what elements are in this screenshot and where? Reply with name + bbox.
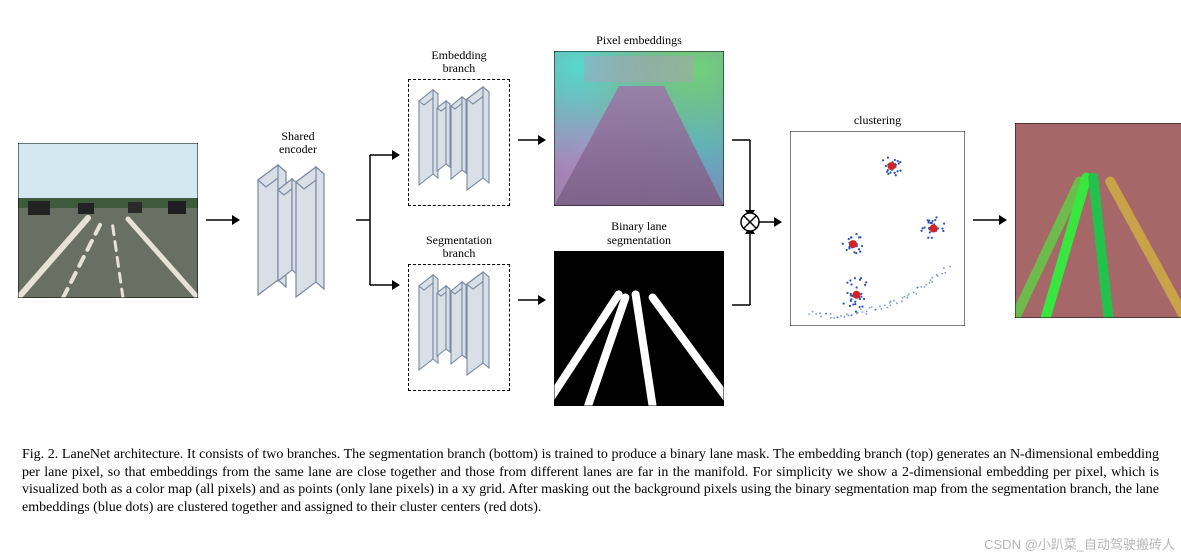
clustering-label: clustering xyxy=(854,114,901,127)
clustering-panel: clustering xyxy=(790,114,965,326)
encoder-stack-icon xyxy=(248,160,348,310)
output-lanes-vis xyxy=(1015,123,1181,318)
segmentation-branch-box xyxy=(408,264,510,391)
branch-stack-icon xyxy=(415,271,503,379)
shared-encoder-label: Shared encoder xyxy=(279,130,317,156)
arrow-icon xyxy=(206,212,240,228)
clustering-vis xyxy=(790,131,965,326)
segmentation-branch-label: Segmentation branch xyxy=(426,234,492,260)
segmentation-branch-block: Segmentation branch xyxy=(408,234,510,391)
figure-caption: Fig. 2. LaneNet architecture. It consist… xyxy=(18,446,1163,516)
binary-seg-vis xyxy=(554,251,724,406)
lanenet-architecture-diagram: Shared encoder Embedding branch xyxy=(18,10,1163,430)
binary-seg-label: Binary lane segmentation xyxy=(607,220,671,246)
binary-seg-panel: Binary lane segmentation xyxy=(554,220,724,405)
embedding-branch-label: Embedding branch xyxy=(431,49,486,75)
output-panel xyxy=(1015,123,1181,318)
embedding-branch-box xyxy=(408,79,510,206)
dual-arrow-icon xyxy=(518,70,546,370)
arrow-icon xyxy=(973,212,1007,228)
watermark-text: CSDN @小趴菜_自动驾驶搬砖人 xyxy=(984,534,1175,553)
pixel-embeddings-label: Pixel embeddings xyxy=(596,34,682,47)
input-image-panel xyxy=(18,143,198,298)
split-arrow-icon xyxy=(356,110,400,330)
shared-encoder-block: Shared encoder xyxy=(248,130,348,310)
branch-outputs-column: Pixel embeddings Binary l xyxy=(554,34,724,406)
pixel-embeddings-vis xyxy=(554,51,724,206)
merge-arrow-icon xyxy=(732,60,782,380)
road-photo xyxy=(18,143,198,298)
pixel-embeddings-panel: Pixel embeddings xyxy=(554,34,724,206)
branch-stack-icon xyxy=(415,86,503,194)
branches-column: Embedding branch Segmentation branch xyxy=(408,49,510,392)
embedding-branch-block: Embedding branch xyxy=(408,49,510,206)
